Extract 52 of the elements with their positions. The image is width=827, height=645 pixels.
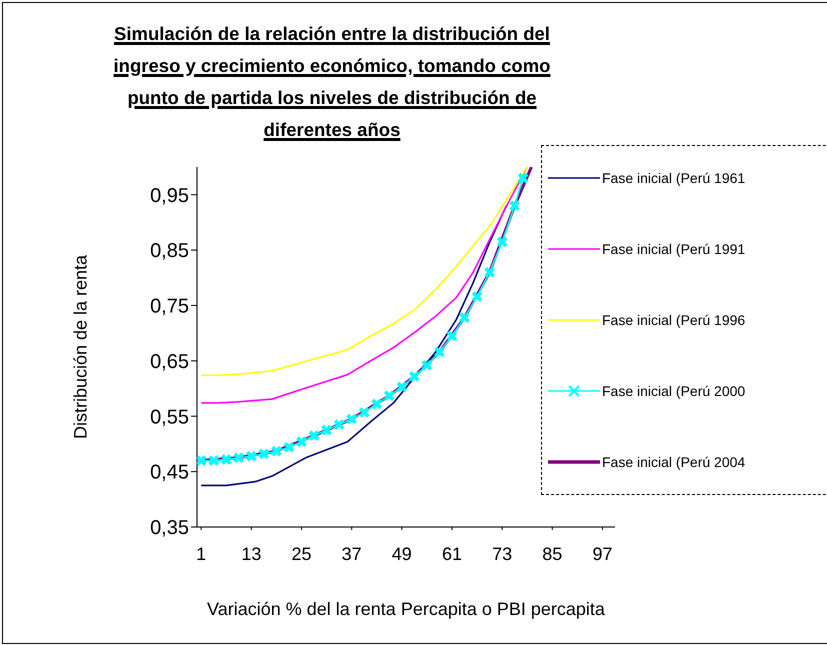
y-tick-label: 0,65	[150, 350, 189, 373]
point	[484, 266, 495, 278]
y-tick-label: 0,55	[150, 406, 189, 428]
x-tick-label: 61	[442, 544, 462, 564]
x-tick-label: 85	[542, 544, 562, 564]
point	[509, 200, 520, 212]
point	[496, 236, 508, 248]
point	[296, 436, 307, 447]
point	[409, 371, 420, 382]
x-tick-label: 25	[291, 544, 312, 564]
x-tick-label: 49	[392, 544, 412, 564]
legend-label: Fase inicial (Perú 2000	[602, 383, 746, 399]
x-tick-label: 97	[592, 544, 612, 564]
y-tick-label: 0,75	[150, 296, 189, 318]
point	[396, 382, 408, 392]
y-tick-label: 0,85	[150, 240, 189, 262]
point	[208, 455, 220, 466]
x-tick-label: 13	[241, 544, 262, 564]
point	[358, 407, 370, 418]
point	[284, 442, 294, 453]
point	[434, 346, 445, 358]
chart-title: Simulación de la relación entre la distribución del ingreso y crecimiento económico, tomando como punto de partida los niveles de distribución de diferentes años	[112, 22, 552, 142]
point	[271, 446, 282, 456]
point	[459, 312, 470, 323]
point	[384, 390, 395, 402]
point	[446, 330, 458, 342]
legend-label: Fase inicial (Perú 1996	[602, 312, 746, 328]
point	[234, 452, 244, 464]
y-tick-label: 0,45	[150, 462, 189, 484]
point	[321, 424, 332, 436]
y-tick-label: 0,35	[150, 517, 189, 540]
point	[346, 414, 357, 424]
x-tick-label: 73	[492, 544, 512, 564]
legend-label: Fase inicial (Perú 1991	[602, 241, 746, 257]
point	[246, 450, 257, 462]
legend-label: Fase inicial (Perú 1961	[602, 170, 746, 186]
point	[518, 172, 528, 184]
point	[371, 398, 382, 410]
point	[197, 455, 206, 466]
point	[334, 419, 344, 430]
x-tick-label: 1	[196, 544, 206, 564]
point	[220, 454, 232, 465]
point	[472, 291, 482, 302]
point	[422, 360, 432, 371]
y-axis-title: Distribución de la renta	[70, 254, 90, 440]
line-series	[200, 204, 508, 486]
x-tick-label: 37	[342, 544, 362, 564]
y-tick-label: 0,95	[150, 184, 189, 207]
x-axis-title: Variación % del la renta Percapita o PBI percapita	[207, 599, 606, 619]
point	[258, 448, 270, 460]
point	[308, 430, 320, 441]
legend-label: Fase inicial (Perú 2004	[602, 454, 746, 470]
